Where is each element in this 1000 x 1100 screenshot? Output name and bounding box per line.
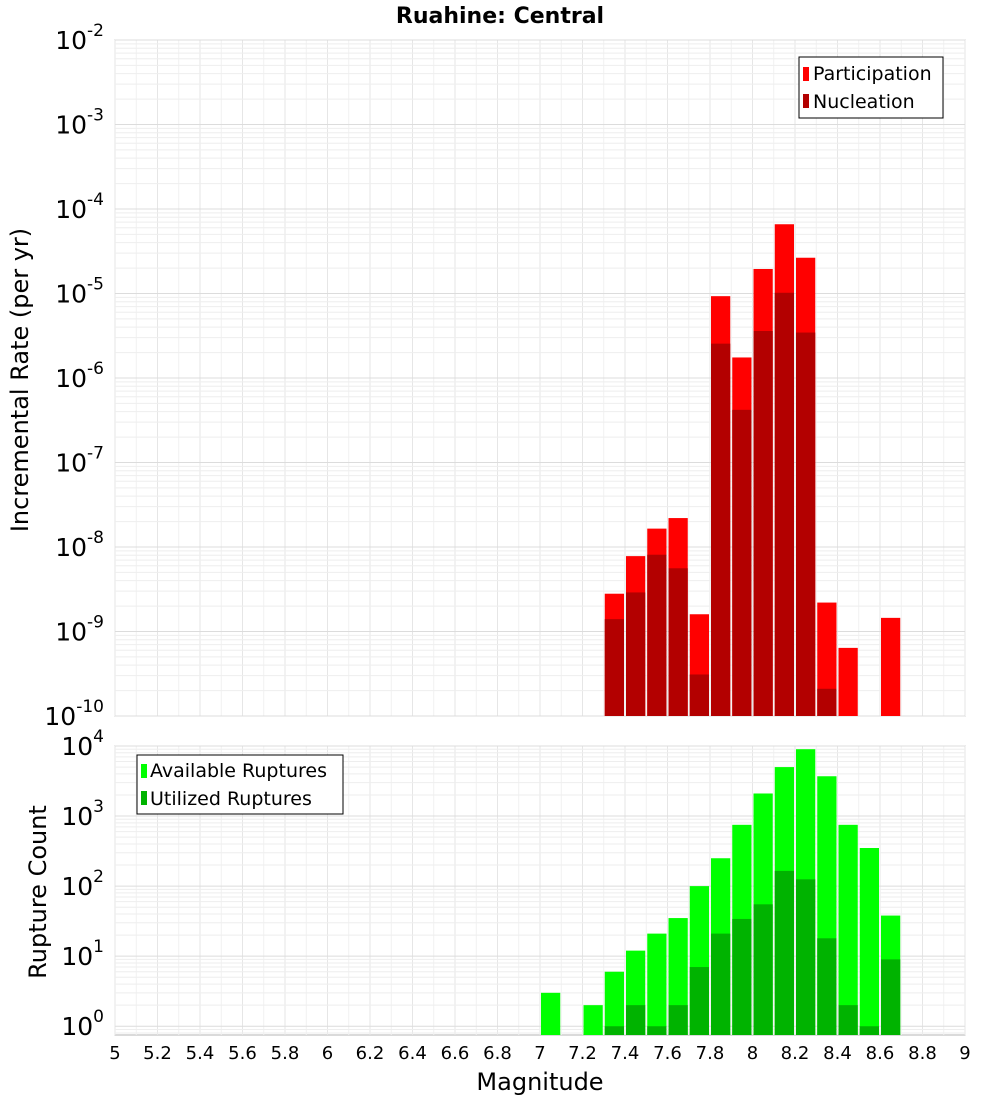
y-tick-label: 10-4 — [55, 190, 104, 224]
bar-nucleation — [689, 674, 709, 716]
bar-utilized-ruptures — [711, 933, 731, 1035]
x-tick-label: 5.6 — [228, 1043, 257, 1064]
bar-utilized-ruptures — [689, 967, 709, 1035]
y-ticks-bottom: 100 101 102 103 104 — [61, 727, 104, 1041]
bar-available-ruptures — [838, 824, 858, 1035]
legend-swatch-participation — [803, 67, 809, 81]
x-tick-label: 8.4 — [823, 1043, 852, 1064]
legend-swatch-utilized — [141, 791, 147, 805]
legend-label-nucleation: Nucleation — [813, 91, 915, 113]
bar-utilized-ruptures — [626, 1005, 646, 1035]
y-tick-label: 10-10 — [44, 697, 104, 731]
bar-utilized-ruptures — [668, 1005, 688, 1035]
x-tick-label: 8.8 — [908, 1043, 937, 1064]
x-tick-label: 7.8 — [696, 1043, 725, 1064]
panel-participation-nucleation: 10-10 10-9 10-8 10-7 10-6 10-5 10-4 10-3 10-2 In… — [6, 21, 966, 731]
legend-label-available: Available Ruptures — [150, 760, 327, 782]
bar-participation — [817, 602, 837, 716]
y-tick-label: 10-6 — [55, 359, 104, 393]
x-tick-label: 5.4 — [186, 1043, 215, 1064]
bar-nucleation — [753, 330, 773, 716]
x-tick-label: 8.6 — [866, 1043, 895, 1064]
bar-available-ruptures — [583, 1005, 603, 1035]
y-tick-label: 103 — [61, 797, 104, 831]
bar-participation — [838, 647, 858, 716]
bar-participation — [881, 617, 901, 716]
panel-rupture-count: 100 101 102 103 104 5 5.2 5.4 5.6 5.8 6 6.2 6.4 6.6 6… — [24, 727, 971, 1096]
x-tick-label: 6.2 — [356, 1043, 385, 1064]
legend-label-participation: Participation — [813, 63, 932, 85]
x-tick-label: 7.2 — [568, 1043, 597, 1064]
x-tick-label: 9 — [959, 1043, 970, 1064]
bar-utilized-ruptures — [817, 938, 837, 1035]
x-tick-label: 7.4 — [611, 1043, 640, 1064]
y-axis-label-bottom: Rupture Count — [24, 805, 52, 979]
bars-top — [604, 224, 901, 716]
bar-utilized-ruptures — [604, 1026, 624, 1035]
legend-swatch-available — [141, 764, 147, 778]
legend-box-top — [798, 56, 944, 119]
y-tick-label: 10-8 — [55, 528, 104, 562]
x-tick-label: 7.6 — [653, 1043, 682, 1064]
legend-bottom: Available Ruptures Utilized Ruptures — [136, 754, 344, 815]
y-tick-label: 101 — [61, 937, 104, 971]
x-tick-label: 6.6 — [441, 1043, 470, 1064]
x-tick-label: 6.8 — [483, 1043, 512, 1064]
grid-top — [114, 39, 966, 717]
x-tick-label: 6.4 — [398, 1043, 427, 1064]
x-tick-label: 8.2 — [781, 1043, 810, 1064]
bar-available-ruptures — [604, 971, 624, 1035]
x-tick-label: 7 — [534, 1043, 545, 1064]
bar-utilized-ruptures — [859, 1026, 879, 1035]
bar-nucleation — [732, 409, 752, 716]
y-tick-label: 10-3 — [55, 106, 104, 140]
bar-nucleation — [626, 592, 646, 716]
x-tick-label: 8 — [747, 1043, 758, 1064]
y-tick-label: 10-2 — [55, 21, 104, 55]
bar-utilized-ruptures — [753, 904, 773, 1035]
bar-utilized-ruptures — [796, 879, 816, 1035]
x-tick-label: 5 — [109, 1043, 120, 1064]
bar-nucleation — [817, 688, 837, 716]
bar-utilized-ruptures — [732, 918, 752, 1035]
x-tick-label: 5.8 — [271, 1043, 300, 1064]
y-tick-label: 10-9 — [55, 613, 104, 647]
bar-nucleation — [711, 343, 731, 716]
legend-box-bottom — [136, 754, 344, 815]
bar-available-ruptures — [647, 933, 667, 1035]
y-tick-label: 10-5 — [55, 275, 104, 309]
bar-utilized-ruptures — [838, 1005, 858, 1035]
y-tick-label: 102 — [61, 867, 104, 901]
x-tick-label: 5.2 — [143, 1043, 172, 1064]
bar-available-ruptures — [859, 848, 879, 1035]
y-tick-label: 10-7 — [55, 444, 104, 478]
y-axis-label-top: Incremental Rate (per yr) — [6, 228, 34, 532]
bar-nucleation — [668, 568, 688, 716]
x-ticks: 5 5.2 5.4 5.6 5.8 6 6.2 6.4 6.6 6.8 7 7.2 7.4 7.6 7.8 8… — [109, 1043, 970, 1064]
y-ticks-top: 10-10 10-9 10-8 10-7 10-6 10-5 10-4 10-3 10-2 — [44, 21, 104, 731]
bar-nucleation — [604, 619, 624, 716]
legend-label-utilized: Utilized Ruptures — [150, 788, 312, 810]
bar-available-ruptures — [541, 992, 561, 1035]
bar-nucleation — [796, 332, 816, 716]
chart-title: Ruahine: Central — [396, 4, 604, 29]
bar-utilized-ruptures — [774, 870, 794, 1035]
bar-nucleation — [774, 292, 794, 716]
bar-nucleation — [647, 554, 667, 716]
bars-bottom — [541, 749, 901, 1035]
legend-swatch-nucleation — [803, 94, 809, 108]
y-tick-label: 104 — [61, 727, 104, 761]
bar-utilized-ruptures — [647, 1026, 667, 1035]
bar-utilized-ruptures — [881, 959, 901, 1035]
legend-top: Participation Nucleation — [798, 56, 944, 119]
x-axis-label: Magnitude — [476, 1068, 603, 1096]
y-tick-label: 100 — [61, 1007, 104, 1041]
x-tick-label: 6 — [322, 1043, 333, 1064]
